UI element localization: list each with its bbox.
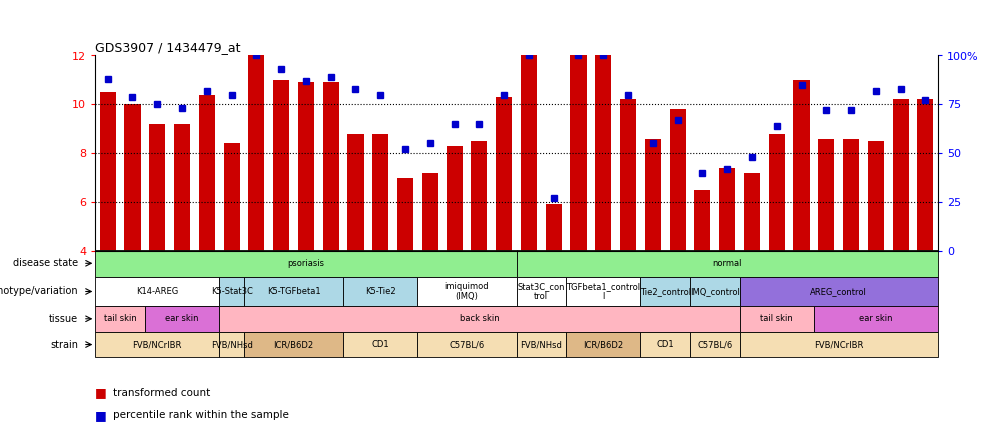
Bar <box>693 190 709 251</box>
Bar <box>516 250 937 277</box>
Text: ■: ■ <box>95 386 107 400</box>
Bar <box>149 124 165 251</box>
Bar <box>793 80 809 251</box>
Text: K5-Tie2: K5-Tie2 <box>365 287 395 296</box>
Text: ICR/B6D2: ICR/B6D2 <box>582 340 622 349</box>
Bar <box>95 306 144 332</box>
Bar <box>95 250 516 277</box>
Text: Tie2_control: Tie2_control <box>639 287 690 296</box>
Bar <box>95 332 219 357</box>
Text: FVB/NHsd: FVB/NHsd <box>210 340 253 349</box>
Text: FVB/NCrIBR: FVB/NCrIBR <box>132 340 181 349</box>
Bar <box>743 173 760 251</box>
Text: percentile rank within the sample: percentile rank within the sample <box>113 410 289 420</box>
Bar <box>738 332 937 357</box>
Text: IMQ_control: IMQ_control <box>689 287 739 296</box>
Bar <box>594 56 611 251</box>
Bar <box>565 332 640 357</box>
Bar <box>718 168 734 251</box>
Text: ear skin: ear skin <box>165 314 198 323</box>
Bar <box>198 95 214 251</box>
Text: disease state: disease state <box>13 258 78 268</box>
Text: Stat3C_con
trol: Stat3C_con trol <box>517 282 564 301</box>
Bar <box>173 124 190 251</box>
Bar <box>843 139 859 251</box>
Bar <box>768 134 784 251</box>
Bar <box>813 306 937 332</box>
Text: tail skin: tail skin <box>103 314 136 323</box>
Text: CD1: CD1 <box>655 340 673 349</box>
Text: ear skin: ear skin <box>859 314 892 323</box>
Text: genotype/variation: genotype/variation <box>0 286 78 297</box>
Text: AREG_control: AREG_control <box>810 287 867 296</box>
Text: TGFbeta1_control
l: TGFbeta1_control l <box>566 282 639 301</box>
Bar <box>570 56 586 251</box>
Text: K5-TGFbeta1: K5-TGFbeta1 <box>267 287 320 296</box>
Bar <box>323 83 339 251</box>
Bar <box>243 277 343 306</box>
Bar <box>644 139 660 251</box>
Bar <box>417 332 516 357</box>
Bar <box>818 139 834 251</box>
Bar <box>867 141 883 251</box>
Bar <box>298 83 314 251</box>
Text: normal: normal <box>711 259 741 268</box>
Bar <box>738 306 813 332</box>
Bar <box>223 143 239 251</box>
Bar <box>219 306 738 332</box>
Bar <box>689 332 738 357</box>
Bar <box>343 277 417 306</box>
Bar <box>95 277 219 306</box>
Bar <box>496 97 512 251</box>
Bar <box>273 80 289 251</box>
Text: back skin: back skin <box>459 314 499 323</box>
Text: FVB/NCrIBR: FVB/NCrIBR <box>814 340 863 349</box>
Bar <box>545 205 561 251</box>
Bar <box>917 99 933 251</box>
Bar <box>372 134 388 251</box>
Bar <box>640 277 689 306</box>
Bar <box>619 99 635 251</box>
Text: tail skin: tail skin <box>760 314 793 323</box>
Bar <box>471 141 487 251</box>
Text: C57BL/6: C57BL/6 <box>449 340 484 349</box>
Text: psoriasis: psoriasis <box>288 259 324 268</box>
Bar <box>565 277 640 306</box>
Bar <box>892 99 908 251</box>
Bar <box>219 277 243 306</box>
Bar <box>446 146 462 251</box>
Text: FVB/NHsd: FVB/NHsd <box>520 340 562 349</box>
Bar <box>640 332 689 357</box>
Text: ICR/B6D2: ICR/B6D2 <box>274 340 314 349</box>
Bar <box>516 277 565 306</box>
Text: CD1: CD1 <box>371 340 389 349</box>
Text: C57BL/6: C57BL/6 <box>696 340 731 349</box>
Bar <box>689 277 738 306</box>
Bar <box>669 109 685 251</box>
Text: strain: strain <box>50 340 78 349</box>
Text: K5-Stat3C: K5-Stat3C <box>210 287 253 296</box>
Bar <box>99 92 115 251</box>
Text: transformed count: transformed count <box>113 388 210 398</box>
Bar <box>738 277 937 306</box>
Bar <box>347 134 363 251</box>
Bar <box>219 332 243 357</box>
Text: imiquimod
(IMQ): imiquimod (IMQ) <box>444 282 489 301</box>
Bar <box>343 332 417 357</box>
Bar <box>243 332 343 357</box>
Bar <box>520 56 536 251</box>
Bar <box>397 178 413 251</box>
Bar <box>124 104 140 251</box>
Bar <box>422 173 438 251</box>
Text: tissue: tissue <box>49 314 78 324</box>
Text: ■: ■ <box>95 408 107 422</box>
Bar <box>417 277 516 306</box>
Bar <box>516 332 565 357</box>
Text: GDS3907 / 1434479_at: GDS3907 / 1434479_at <box>95 41 240 54</box>
Bar <box>248 56 265 251</box>
Bar <box>144 306 219 332</box>
Text: K14-AREG: K14-AREG <box>136 287 178 296</box>
